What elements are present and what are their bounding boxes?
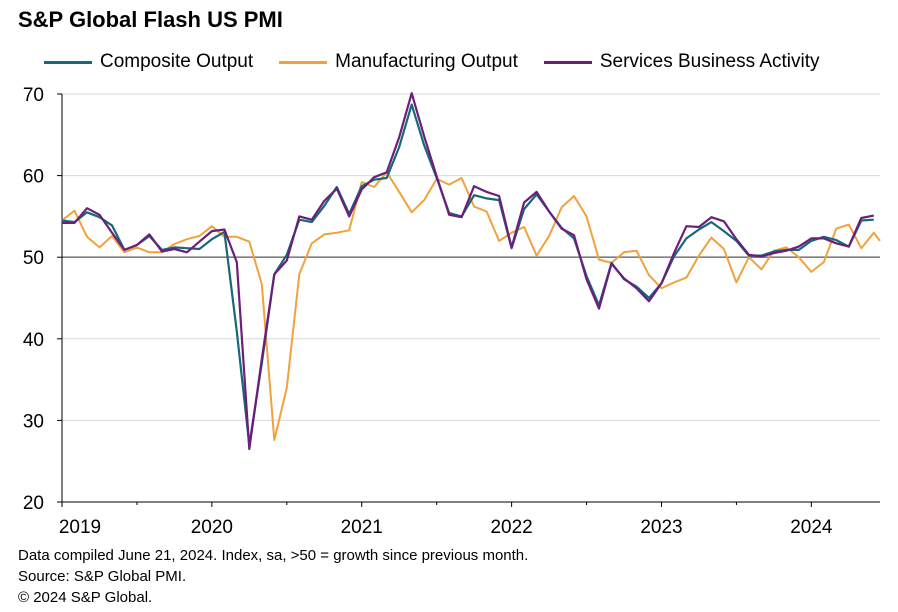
y-tick-label-60: 60 bbox=[23, 167, 44, 188]
x-tick-label-2022: 2022 bbox=[490, 517, 532, 538]
legend-swatch-services bbox=[543, 60, 592, 64]
legend-item-composite: Composite Output bbox=[44, 51, 253, 73]
x-tick-label-2023: 2023 bbox=[640, 517, 682, 538]
footer: Data compiled June 21, 2024. Index, sa, … bbox=[18, 545, 528, 608]
legend-swatch-composite bbox=[44, 60, 92, 64]
y-tick-label-50: 50 bbox=[23, 248, 44, 269]
legend: Composite Output Manufacturing Output Se… bbox=[44, 50, 820, 74]
legend-label-composite: Composite Output bbox=[100, 51, 254, 72]
footer-copyright: © 2024 S&P Global. bbox=[18, 589, 153, 606]
x-tick-label-2019: 2019 bbox=[59, 517, 101, 538]
legend-item-manufacturing: Manufacturing Output bbox=[279, 51, 518, 73]
x-tick-label-2020: 2020 bbox=[191, 517, 233, 538]
x-tick-label-2021: 2021 bbox=[341, 517, 383, 538]
y-tick-label-40: 40 bbox=[23, 330, 44, 351]
legend-swatch-manufacturing bbox=[279, 60, 328, 64]
chart-title: S&P Global Flash US PMI bbox=[18, 7, 283, 32]
y-tick-label-30: 30 bbox=[23, 411, 44, 432]
legend-label-services: Services Business Activity bbox=[599, 51, 820, 72]
footer-data-note: Data compiled June 21, 2024. Index, sa, … bbox=[18, 547, 529, 564]
y-tick-label-70: 70 bbox=[23, 85, 44, 106]
x-tick-label-2024: 2024 bbox=[790, 517, 833, 538]
y-tick-label-20: 20 bbox=[23, 493, 44, 514]
legend-item-services: Services Business Activity bbox=[543, 51, 820, 73]
series-line-manufacturing-output bbox=[61, 171, 881, 441]
footer-source: Source: S&P Global PMI. bbox=[18, 568, 187, 585]
series-line-services-business-activity bbox=[62, 92, 875, 451]
series-line-composite-output bbox=[61, 103, 874, 446]
legend-label-manufacturing: Manufacturing Output bbox=[335, 51, 518, 72]
